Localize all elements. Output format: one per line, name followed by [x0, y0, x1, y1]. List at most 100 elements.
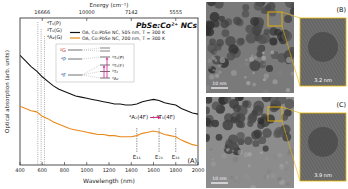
- x-tick-label: 400: [15, 167, 25, 173]
- nanocrystal: [281, 31, 292, 42]
- x-tick: [20, 162, 21, 165]
- texture: [244, 174, 250, 180]
- zoom-frame: [300, 18, 346, 86]
- level-link: [82, 75, 100, 78]
- lattice-fringe: [323, 18, 346, 86]
- lattice-fringe: [323, 113, 346, 181]
- nanocrystal: [236, 132, 244, 140]
- texture: [263, 63, 266, 66]
- texture: [272, 79, 277, 84]
- nanocrystal: [246, 33, 257, 44]
- texture: [218, 65, 220, 67]
- scale-bar-label: 10 nm: [212, 176, 226, 181]
- zoom-box: [268, 12, 282, 26]
- scale-bar: [211, 87, 228, 88]
- lattice-fringe: [342, 113, 346, 181]
- marker-line: [136, 128, 137, 152]
- tem-background: [206, 2, 294, 93]
- x-tick-label: 2000: [192, 167, 205, 173]
- nanocrystal: [258, 136, 266, 144]
- zoom-image: [300, 113, 346, 181]
- zoom-link: [282, 26, 300, 86]
- texture: [244, 62, 248, 66]
- nanocrystal: [233, 17, 241, 25]
- level-link: [82, 72, 100, 76]
- marker-label: E₁₁: [133, 154, 141, 160]
- texture: [211, 161, 216, 166]
- nanocrystal: [219, 58, 229, 68]
- texture: [262, 51, 265, 54]
- nanocrystal: [206, 117, 211, 126]
- texture: [226, 147, 230, 151]
- texture: [217, 146, 222, 151]
- nanocrystal: [284, 15, 292, 23]
- annotation-line: [41, 29, 42, 165]
- nanocrystal: [248, 112, 257, 121]
- transition-arrowhead: [158, 116, 161, 119]
- nanocrystal: [258, 36, 267, 45]
- level: [100, 57, 110, 58]
- inset-arrow: [107, 59, 108, 78]
- annotation-label: ⁴A₂(G): [47, 34, 62, 40]
- texture: [220, 57, 226, 63]
- level-link: [82, 57, 100, 59]
- nanocrystal: [262, 97, 271, 102]
- zoom-link: [282, 107, 300, 113]
- tem-image: [206, 2, 294, 93]
- texture: [291, 72, 294, 76]
- level-label: ⁴P: [61, 56, 66, 62]
- inset-arrowhead: [106, 57, 109, 60]
- nanocrystal: [266, 65, 273, 72]
- texture: [286, 88, 290, 92]
- nanocrystal: [236, 38, 244, 46]
- annotation-line: [37, 22, 38, 165]
- x2-tick: [42, 18, 43, 21]
- texture: [261, 56, 266, 61]
- nanocrystal: [270, 104, 278, 112]
- tem-image: [206, 97, 294, 188]
- level-label: ⁴F: [61, 72, 66, 78]
- texture: [264, 73, 269, 78]
- x2-tick: [131, 18, 132, 21]
- x2-tick-label: 16666: [34, 9, 50, 15]
- nanocrystal: [242, 10, 249, 17]
- texture: [218, 71, 221, 74]
- nanocrystal: [244, 136, 253, 145]
- texture: [247, 152, 251, 156]
- nanocrystal: [211, 48, 217, 54]
- x-tick-label: 800: [60, 167, 70, 173]
- lattice-fringe: [339, 113, 346, 181]
- x2-tick-label: 10000: [79, 9, 95, 15]
- texture: [244, 76, 247, 79]
- x2-tick-label: 5555: [169, 9, 182, 15]
- lattice-fringe: [339, 18, 346, 86]
- level: [68, 59, 82, 60]
- nanocrystal: [284, 99, 294, 109]
- zoom-image: [300, 18, 346, 86]
- tem-background: [206, 97, 294, 188]
- panel-label: (B): [336, 6, 346, 14]
- legend-swatch: [70, 32, 80, 33]
- texture: [232, 150, 234, 152]
- texture: [235, 176, 241, 182]
- x-tick: [42, 162, 43, 165]
- texture: [207, 64, 212, 69]
- nanocrystal: [264, 29, 270, 35]
- annotation-label: ²T₁(G): [47, 27, 62, 33]
- nanocrystal: [271, 51, 279, 59]
- texture: [277, 177, 281, 181]
- nanocrystal: [285, 2, 294, 8]
- lattice-fringe: [310, 113, 346, 181]
- nanocrystal: [212, 101, 221, 110]
- lattice-fringe: [332, 113, 346, 181]
- nanocrystal: [269, 37, 277, 45]
- level-link: [82, 65, 100, 75]
- texture: [215, 59, 217, 61]
- series-line: [20, 106, 198, 146]
- nanocrystal: [242, 4, 249, 11]
- annotation-label: ⁴T₁(P): [47, 20, 61, 26]
- texture: [215, 70, 217, 72]
- panel-label: (A): [187, 157, 197, 165]
- nanocrystal: [222, 29, 230, 37]
- level: [68, 75, 82, 76]
